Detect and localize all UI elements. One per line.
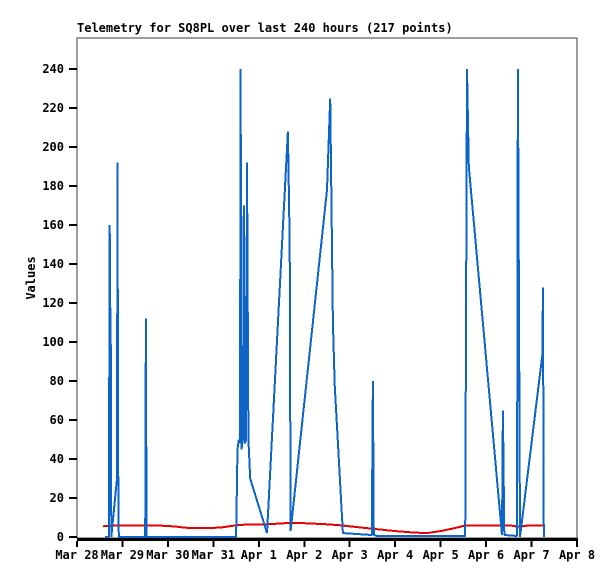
- y-tick-label: 100: [42, 335, 64, 349]
- y-tick-label: 220: [42, 101, 64, 115]
- series-smoothed-average: [102, 521, 543, 535]
- x-tick-label: Apr 1: [241, 548, 277, 562]
- x-tick-label: Apr 5: [423, 548, 459, 562]
- x-tick-label: Mar 28: [55, 548, 98, 562]
- y-tick-label: 80: [50, 374, 64, 388]
- x-tick-label: Apr 3: [332, 548, 368, 562]
- x-axis-line: [77, 538, 578, 541]
- y-axis-ticks: 0 20 40 60 80 100 120 140 160 180 200 220 240: [42, 62, 77, 544]
- y-tick-label: 200: [42, 140, 64, 154]
- x-axis-ticks: Mar 28 Mar 29 Mar 30 Mar 31 Apr 1 Apr 2 Apr 3 A…: [55, 541, 595, 562]
- y-tick-label: 60: [50, 413, 64, 427]
- x-tick-label: Apr 4: [377, 548, 413, 562]
- x-tick-label: Apr 7: [513, 548, 549, 562]
- y-tick-label: 120: [42, 296, 64, 310]
- x-tick-label: Apr 6: [468, 548, 504, 562]
- y-tick-label: 0: [57, 530, 64, 544]
- x-tick-label: Apr 8: [559, 548, 595, 562]
- y-tick-label: 140: [42, 257, 64, 271]
- chart-title: Telemetry for SQ8PL over last 240 hours …: [77, 21, 453, 35]
- y-tick-label: 160: [42, 218, 64, 232]
- y-tick-label: 180: [42, 179, 64, 193]
- y-tick-label: 40: [50, 452, 64, 466]
- x-tick-label: Apr 2: [286, 548, 322, 562]
- series-telemetry-values: [105, 68, 545, 538]
- x-tick-label: Mar 31: [192, 548, 235, 562]
- x-tick-label: Mar 30: [146, 548, 189, 562]
- x-tick-label: Mar 29: [101, 548, 144, 562]
- y-tick-label: 20: [50, 491, 64, 505]
- y-tick-label: 240: [42, 62, 64, 76]
- series-lines: [102, 68, 545, 538]
